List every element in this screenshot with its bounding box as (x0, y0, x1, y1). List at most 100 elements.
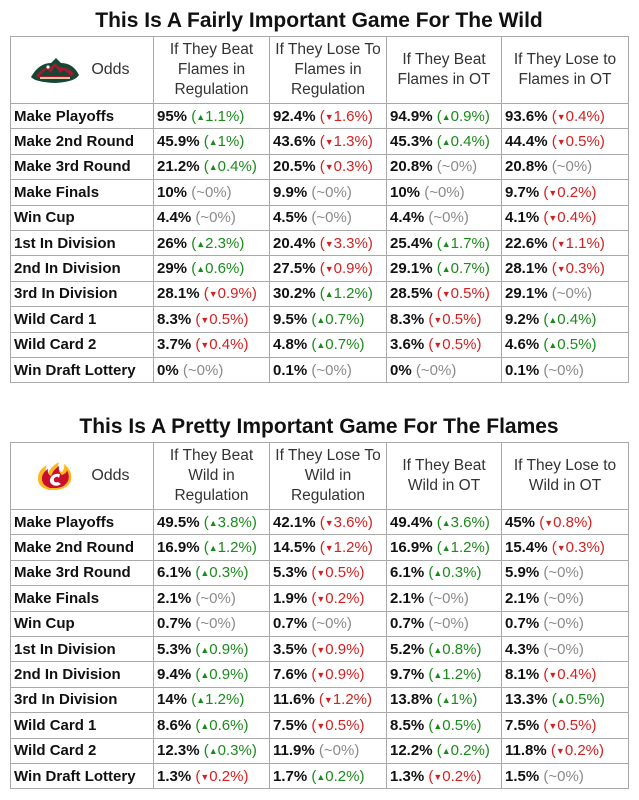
table-row: Wild Card 1 8.6% (▲0.6%) 7.5% (▼0.5%) 8.5% … (10, 712, 629, 739)
flames-table-body: Make Playoffs 49.5% (▲3.8%) 42.1% (▼3.6%) 4… (10, 508, 629, 790)
odds-cell: 14% (▲1.2%) (153, 686, 270, 714)
table-row: Make Finals 10% (~0%) 9.9% (~0%) 10% (~0%) 9… (10, 179, 629, 206)
table-row: 1st In Division 5.3% (▲0.9%) 3.5% (▼0.9%) 5… (10, 635, 629, 663)
odds-cell: 0.7% (~0%) (153, 610, 270, 637)
odds-cell: 20.8% (~0%) (501, 153, 629, 181)
probability-value: 15.4% (505, 539, 548, 557)
odds-cell: 22.6% (▼1.1%) (501, 229, 629, 257)
change-amount: ~0% (548, 615, 579, 633)
table-row: 3rd In Division 28.1% (▼0.9%) 30.2% (▲1.2%… (10, 280, 629, 308)
probability-value: 7.5% (505, 716, 540, 734)
probability-value: 5.9% (505, 564, 540, 582)
change-value: (▲0.9%) (436, 107, 490, 125)
change-amount: 0.5% (442, 336, 477, 354)
odds-cell: 3.7% (▼0.4%) (153, 331, 270, 358)
column-header: If They Lose to Wild in OT (501, 442, 629, 510)
change-amount: 0.2% (325, 767, 360, 785)
change-value: (▲1.7%) (436, 234, 490, 252)
table-row: Win Draft Lottery 1.3% (▼0.2%) 1.7% (▲0.2%… (10, 762, 629, 790)
probability-value: 8.3% (157, 310, 192, 328)
change-value: (~0%) (318, 742, 360, 760)
odds-cell: 10% (~0%) (153, 179, 270, 206)
probability-value: 12.3% (157, 742, 200, 760)
probability-value: 0% (157, 361, 179, 379)
change-value: (▲2.3%) (191, 234, 245, 252)
down-arrow-icon: ▼ (200, 314, 210, 325)
down-arrow-icon: ▼ (556, 238, 566, 249)
change-amount: 0.2% (209, 767, 244, 785)
up-arrow-icon: ▲ (433, 568, 443, 579)
probability-value: 29% (157, 260, 188, 278)
table-row: Make 3rd Round 21.2% (▲0.4%) 20.5% (▼0.3%)… (10, 153, 629, 181)
probability-value: 30.2% (273, 285, 316, 303)
change-value: (▼1.2%) (319, 539, 373, 557)
change-amount: 0.9% (209, 640, 244, 658)
change-amount: 0.5% (557, 716, 592, 734)
odds-cell: 21.2% (▲0.4%) (153, 153, 270, 181)
change-amount: ~0% (433, 615, 464, 633)
odds-cell: 12.3% (▲0.3%) (153, 737, 270, 764)
wild-odds-table: Odds If They Beat Flames in Regulation I… (10, 36, 629, 384)
odds-cell: 7.5% (▼0.5%) (501, 712, 629, 739)
down-arrow-icon: ▼ (548, 187, 558, 198)
change-value: (▼0.5%) (428, 336, 482, 354)
probability-value: 6.1% (157, 564, 192, 582)
probability-value: 45% (505, 513, 536, 531)
change-amount: 0.5% (565, 691, 600, 709)
change-value: (▲0.5%) (428, 716, 482, 734)
odds-cell: 7.6% (▼0.9%) (269, 661, 387, 688)
down-arrow-icon: ▼ (324, 162, 334, 173)
change-amount: 0.5% (325, 716, 360, 734)
odds-cell: 8.3% (▼0.5%) (386, 306, 502, 333)
odds-cell: 28.1% (▼0.9%) (153, 280, 270, 308)
odds-header-cell: Odds (10, 36, 154, 104)
change-amount: ~0% (316, 361, 347, 379)
change-amount: ~0% (420, 361, 452, 379)
row-label: Make Finals (10, 585, 154, 612)
probability-value: 4.1% (505, 209, 540, 227)
change-value: (▼0.5%) (428, 310, 482, 328)
change-value: (▲1.1%) (191, 107, 245, 125)
row-label: Wild Card 1 (10, 306, 154, 333)
table-row: Wild Card 2 3.7% (▼0.4%) 4.8% (▲0.7%) 3.6% … (10, 331, 629, 358)
change-amount: 1% (450, 691, 473, 709)
change-value: (▼0.3%) (319, 158, 373, 176)
down-arrow-icon: ▼ (548, 720, 558, 731)
probability-value: 4.4% (390, 209, 425, 227)
row-label: Make 3rd Round (10, 559, 154, 587)
odds-cell: 9.7% (▼0.2%) (501, 179, 629, 206)
probability-value: 8.1% (505, 666, 540, 684)
up-arrow-icon: ▲ (208, 517, 218, 528)
probability-value: 45.3% (390, 133, 433, 151)
probability-value: 0.7% (505, 615, 540, 633)
change-value: (▲0.6%) (191, 260, 245, 278)
change-value: (~0%) (195, 589, 236, 607)
odds-cell: 28.1% (▼0.3%) (501, 255, 629, 282)
wild-odds-section: This Is A Fairly Important Game For The … (10, 6, 629, 384)
change-value: (▼0.3%) (551, 539, 605, 557)
change-value: (▼0.4%) (551, 107, 605, 125)
table-row: Win Draft Lottery 0% (~0%) 0.1% (~0%) 0% (~… (10, 356, 629, 384)
change-amount: 1.2% (205, 691, 240, 709)
up-arrow-icon: ▲ (433, 720, 443, 731)
change-amount: 0.4% (209, 336, 244, 354)
probability-value: 20.4% (273, 234, 316, 252)
change-value: (▲1.2%) (428, 666, 482, 684)
probability-value: 16.9% (157, 539, 200, 557)
change-value: (▼0.9%) (203, 285, 257, 303)
change-amount: ~0% (323, 742, 355, 760)
change-amount: 0.4% (450, 133, 485, 151)
change-value: (~0%) (195, 209, 236, 227)
up-arrow-icon: ▲ (316, 340, 326, 351)
change-amount: 1.1% (565, 234, 600, 252)
odds-cell: 0.7% (~0%) (269, 610, 387, 637)
change-amount: 0.3% (565, 260, 600, 278)
change-value: (▲0.3%) (428, 564, 482, 582)
change-value: (▼0.8%) (539, 513, 593, 531)
odds-cell: 2.1% (~0%) (386, 585, 502, 612)
down-arrow-icon: ▼ (208, 289, 218, 300)
odds-cell: 2.1% (~0%) (501, 585, 629, 612)
change-value: (~0%) (543, 589, 584, 607)
row-label: Wild Card 2 (10, 331, 154, 358)
down-arrow-icon: ▼ (316, 644, 326, 655)
